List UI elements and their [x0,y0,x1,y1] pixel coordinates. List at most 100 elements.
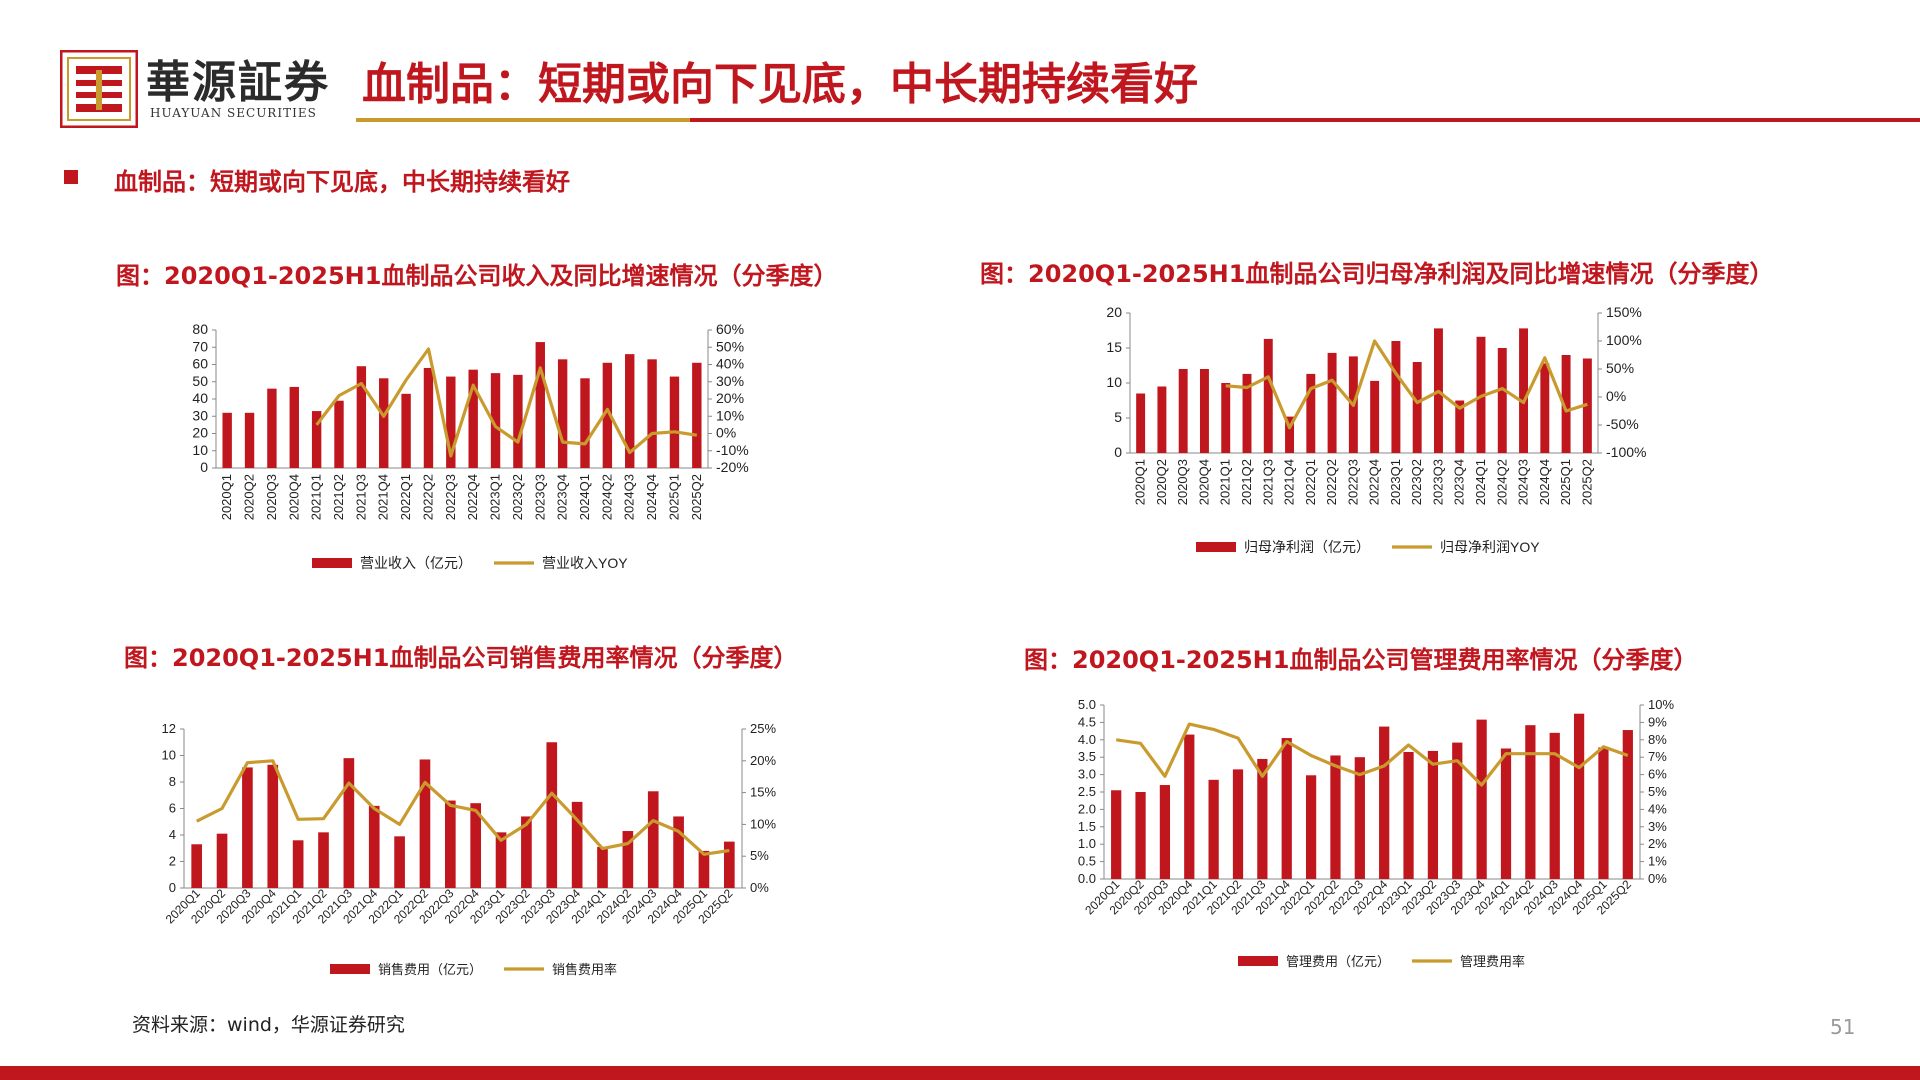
bar-2020Q3 [267,388,277,468]
left-tick-label: 3.5 [1078,749,1096,764]
bar-2022Q1 [1306,373,1316,453]
category-label-2023Q3: 2023Q3 [532,474,547,520]
bar-2024Q3 [1519,328,1529,453]
brand-subtitle: HUAYUAN SECURITIES [150,106,317,120]
bar-2020Q1 [1111,790,1122,879]
right-tick-label: 2% [1648,836,1667,851]
category-label-2022Q3: 2022Q3 [1345,459,1360,505]
bar-2025Q1 [1561,355,1571,453]
bar-2022Q4 [1379,726,1390,879]
bar-2022Q4 [468,369,478,468]
category-label-2025Q2: 2025Q2 [1579,459,1594,505]
left-tick-label: 0 [200,459,208,475]
category-label-2021Q3: 2021Q3 [1260,459,1275,505]
category-label-2022Q1: 2022Q1 [1303,459,1318,505]
right-tick-label: 0% [750,880,769,895]
left-tick-label: 10 [192,442,208,458]
bar-2023Q3 [535,342,545,468]
bar-2024Q3 [625,354,635,468]
bar-2022Q3 [1354,757,1365,879]
category-label-2023Q4: 2023Q4 [1452,459,1467,505]
right-tick-label: 40% [716,356,744,372]
category-label-2020Q3: 2020Q3 [264,474,279,520]
left-tick-label: 50 [192,373,208,389]
left-tick-label: 0 [169,880,176,895]
right-tick-label: 20% [750,753,776,768]
category-label-2022Q2: 2022Q2 [420,474,435,520]
bar-2025Q2 [723,841,735,888]
right-tick-label: 15% [750,785,776,800]
bar-2025Q2 [1622,730,1633,879]
bar-2023Q4 [1476,719,1487,879]
left-tick-label: 3.0 [1078,767,1096,782]
right-tick-label: -20% [716,459,749,475]
chart-title-net-profit: 图：2020Q1-2025H1血制品公司归母净利润及同比增速情况（分季度） [980,260,1774,288]
right-tick-label: 9% [1648,714,1667,729]
right-tick-label: 20% [716,390,744,406]
left-tick-label: 0.5 [1078,854,1096,869]
left-tick-label: 4 [169,827,176,842]
right-tick-label: 8% [1648,732,1667,747]
category-label-2024Q2: 2024Q2 [1494,459,1509,505]
bar-2024Q2 [1497,348,1507,453]
bar-2024Q4 [1573,713,1585,879]
bar-2022Q1 [1305,775,1317,879]
header-divider-gold [356,118,690,122]
right-tick-label: 7% [1648,749,1667,764]
category-label-2025Q1: 2025Q1 [1558,459,1573,505]
bar-2022Q2 [419,759,431,888]
right-tick-label: 100% [1606,332,1642,348]
category-label-2025Q1: 2025Q1 [666,474,681,520]
legend-bar-swatch [312,558,352,568]
left-tick-label: 0 [1114,444,1122,460]
bar-2024Q2 [602,362,613,468]
right-tick-label: 1% [1648,854,1667,869]
bar-2024Q4 [647,359,657,468]
left-tick-label: 20 [192,425,208,441]
bar-2020Q2 [244,412,255,468]
bar-2023Q1 [495,832,507,888]
category-label-2022Q4: 2022Q4 [1367,459,1382,505]
bar-2022Q3 [446,376,456,468]
bar-2024Q1 [580,378,590,468]
bar-2020Q2 [1135,792,1146,879]
bar-2020Q1 [191,844,203,888]
chart-1: 0 5 10 15 20 -100% -50% 0% 50% 100% 150% 2020Q1 2020… [1106,304,1646,555]
chart-title-revenue: 图：2020Q1-2025H1血制品公司收入及同比增速情况（分季度） [116,262,838,290]
legend-line-label: 营业收入YOY [542,555,628,571]
category-label-2021Q4: 2021Q4 [1282,459,1297,505]
right-tick-label: 0% [1606,388,1626,404]
bar-2021Q4 [1285,416,1295,453]
bar-2022Q2 [1330,755,1341,879]
legend-bar-label: 管理费用（亿元） [1286,954,1390,969]
right-tick-label: -10% [716,442,749,458]
left-tick-label: 80 [192,321,208,337]
right-tick-label: 3% [1648,819,1667,834]
line-series [315,347,698,458]
category-label-2024Q2: 2024Q2 [599,474,614,520]
bar-2024Q3 [1549,732,1560,879]
bar-2021Q1 [311,411,322,468]
category-label-2024Q1: 2024Q1 [577,474,592,520]
bar-2023Q3 [1452,742,1463,879]
left-tick-label: 4.0 [1078,732,1096,747]
bar-2023Q1 [490,373,501,468]
category-label-2020Q4: 2020Q4 [1196,459,1211,505]
left-tick-label: 12 [162,721,176,736]
category-label-2024Q4: 2024Q4 [1537,459,1552,505]
category-label-2021Q2: 2021Q2 [331,474,346,520]
chart-2: 0246810120%5%10%15%20%25%2020Q12020Q2202… [162,721,777,977]
left-tick-label: 0.0 [1078,871,1096,886]
bar-2022Q2 [1327,352,1337,453]
category-label-2020Q2: 2020Q2 [1154,459,1169,505]
bar-2024Q4 [673,816,684,888]
legend-bar-label: 营业收入（亿元） [360,555,472,571]
left-tick-label: 2 [169,854,176,869]
company-logo [59,49,139,129]
bar-2023Q1 [1391,341,1401,453]
left-tick-label: 1.5 [1078,819,1096,834]
bar-2023Q4 [1455,400,1465,453]
bar-2020Q3 [1178,369,1188,453]
left-tick-label: 40 [192,390,208,406]
right-tick-label: 4% [1648,801,1667,816]
